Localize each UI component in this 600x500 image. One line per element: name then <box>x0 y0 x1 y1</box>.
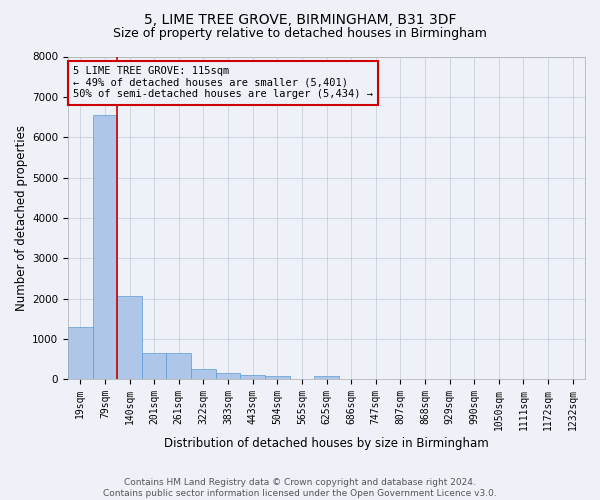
Bar <box>68 327 92 379</box>
Bar <box>117 296 142 379</box>
Text: Contains HM Land Registry data © Crown copyright and database right 2024.
Contai: Contains HM Land Registry data © Crown c… <box>103 478 497 498</box>
Bar <box>166 353 191 379</box>
Bar <box>241 375 265 379</box>
Bar <box>314 376 339 379</box>
Text: Size of property relative to detached houses in Birmingham: Size of property relative to detached ho… <box>113 28 487 40</box>
Bar <box>265 376 290 379</box>
Text: 5 LIME TREE GROVE: 115sqm
← 49% of detached houses are smaller (5,401)
50% of se: 5 LIME TREE GROVE: 115sqm ← 49% of detac… <box>73 66 373 100</box>
Y-axis label: Number of detached properties: Number of detached properties <box>15 125 28 311</box>
Bar <box>191 368 216 379</box>
Bar <box>142 353 166 379</box>
Bar <box>216 374 241 379</box>
Bar <box>92 115 117 379</box>
Text: 5, LIME TREE GROVE, BIRMINGHAM, B31 3DF: 5, LIME TREE GROVE, BIRMINGHAM, B31 3DF <box>144 12 456 26</box>
X-axis label: Distribution of detached houses by size in Birmingham: Distribution of detached houses by size … <box>164 437 489 450</box>
